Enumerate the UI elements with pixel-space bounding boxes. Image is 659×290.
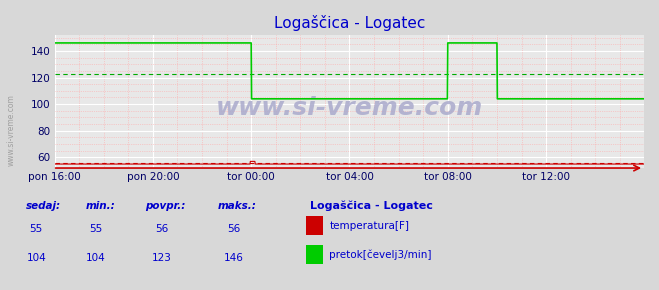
Text: maks.:: maks.: (217, 201, 256, 211)
Text: 104: 104 (86, 253, 105, 263)
Text: www.si-vreme.com: www.si-vreme.com (215, 96, 483, 120)
Text: 55: 55 (30, 224, 43, 234)
Text: temperatura[F]: temperatura[F] (330, 221, 409, 231)
Text: 104: 104 (26, 253, 46, 263)
Text: www.si-vreme.com: www.si-vreme.com (7, 95, 16, 166)
Title: Logaščica - Logatec: Logaščica - Logatec (273, 15, 425, 31)
Text: 123: 123 (152, 253, 171, 263)
Text: 146: 146 (224, 253, 244, 263)
Text: 56: 56 (155, 224, 168, 234)
Text: 55: 55 (89, 224, 102, 234)
Text: povpr.:: povpr.: (145, 201, 185, 211)
Text: min.:: min.: (86, 201, 115, 211)
Text: 56: 56 (227, 224, 241, 234)
Text: sedaj:: sedaj: (26, 201, 61, 211)
Text: pretok[čevelj3/min]: pretok[čevelj3/min] (330, 250, 432, 260)
Text: Logaščica - Logatec: Logaščica - Logatec (310, 200, 432, 211)
